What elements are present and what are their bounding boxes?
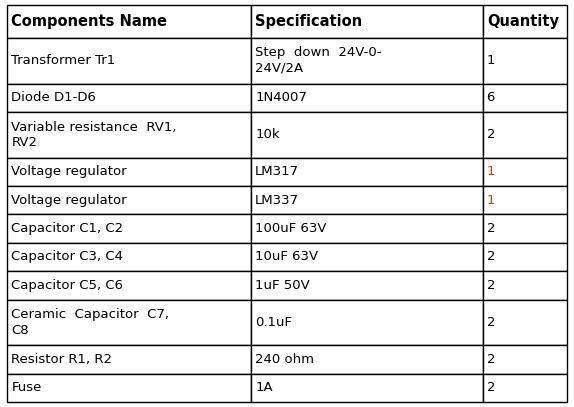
Bar: [7, 271, 251, 300]
Bar: [7, 37, 251, 83]
Text: Step  down  24V-0-
24V/2A: Step down 24V-0- 24V/2A: [255, 46, 382, 75]
Bar: [7, 374, 251, 402]
Bar: [7, 112, 251, 158]
Bar: [483, 300, 567, 346]
Text: Components Name: Components Name: [11, 14, 168, 29]
Bar: [251, 300, 483, 346]
Bar: [483, 158, 567, 186]
Bar: [483, 214, 567, 243]
Bar: [251, 271, 483, 300]
Text: Variable resistance  RV1,
RV2: Variable resistance RV1, RV2: [11, 120, 177, 149]
Text: 1: 1: [487, 166, 495, 178]
Bar: [7, 346, 251, 374]
Bar: [251, 186, 483, 214]
Text: 2: 2: [487, 381, 495, 394]
Bar: [251, 214, 483, 243]
Bar: [251, 112, 483, 158]
Text: 0.1uF: 0.1uF: [255, 316, 292, 329]
Text: 240 ohm: 240 ohm: [255, 353, 314, 366]
Text: Voltage regulator: Voltage regulator: [11, 194, 127, 207]
Text: Capacitor C3, C4: Capacitor C3, C4: [11, 250, 123, 263]
Bar: [251, 346, 483, 374]
Bar: [483, 271, 567, 300]
Text: Quantity: Quantity: [488, 14, 560, 29]
Bar: [7, 158, 251, 186]
Text: 2: 2: [487, 222, 495, 235]
Bar: [483, 5, 567, 37]
Text: 6: 6: [487, 91, 495, 104]
Text: LM337: LM337: [255, 194, 299, 207]
Text: 2: 2: [487, 279, 495, 292]
Bar: [7, 5, 251, 37]
Text: 1uF 50V: 1uF 50V: [255, 279, 310, 292]
Bar: [483, 83, 567, 112]
Text: Diode D1-D6: Diode D1-D6: [11, 91, 96, 104]
Text: 2: 2: [487, 250, 495, 263]
Bar: [7, 300, 251, 346]
Bar: [483, 37, 567, 83]
Text: 10uF 63V: 10uF 63V: [255, 250, 319, 263]
Bar: [251, 5, 483, 37]
Bar: [251, 83, 483, 112]
Bar: [251, 37, 483, 83]
Bar: [7, 83, 251, 112]
Text: LM317: LM317: [255, 166, 299, 178]
Text: 100uF 63V: 100uF 63V: [255, 222, 327, 235]
Text: Resistor R1, R2: Resistor R1, R2: [11, 353, 113, 366]
Bar: [7, 214, 251, 243]
Text: 1A: 1A: [255, 381, 273, 394]
Text: 10k: 10k: [255, 128, 280, 141]
Text: 2: 2: [487, 316, 495, 329]
Bar: [483, 243, 567, 271]
Text: 1: 1: [487, 54, 495, 67]
Text: Transformer Tr1: Transformer Tr1: [11, 54, 116, 67]
Bar: [7, 186, 251, 214]
Text: Specification: Specification: [255, 14, 362, 29]
Text: 2: 2: [487, 353, 495, 366]
Text: 1N4007: 1N4007: [255, 91, 307, 104]
Bar: [483, 112, 567, 158]
Bar: [483, 186, 567, 214]
Text: Voltage regulator: Voltage regulator: [11, 166, 127, 178]
Bar: [251, 158, 483, 186]
Bar: [251, 243, 483, 271]
Text: Capacitor C5, C6: Capacitor C5, C6: [11, 279, 123, 292]
Text: 1: 1: [487, 194, 495, 207]
Bar: [251, 374, 483, 402]
Bar: [7, 243, 251, 271]
Bar: [483, 374, 567, 402]
Text: 2: 2: [487, 128, 495, 141]
Text: Ceramic  Capacitor  C7,
C8: Ceramic Capacitor C7, C8: [11, 308, 169, 337]
Text: Capacitor C1, C2: Capacitor C1, C2: [11, 222, 123, 235]
Bar: [483, 346, 567, 374]
Text: Fuse: Fuse: [11, 381, 42, 394]
